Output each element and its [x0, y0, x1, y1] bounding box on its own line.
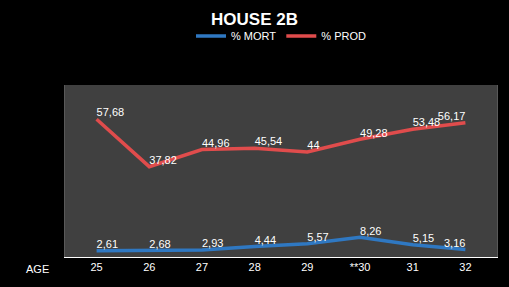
- svg-text:8,26: 8,26: [360, 225, 381, 237]
- svg-text:31: 31: [407, 261, 419, 273]
- svg-text:% MORT: % MORT: [231, 30, 276, 42]
- svg-text:49,28: 49,28: [360, 127, 388, 139]
- svg-text:HOUSE 2B: HOUSE 2B: [211, 10, 298, 29]
- svg-text:5,15: 5,15: [413, 232, 434, 244]
- svg-text:4,44: 4,44: [255, 234, 276, 246]
- svg-text:32: 32: [459, 261, 471, 273]
- svg-text:26: 26: [143, 261, 155, 273]
- svg-text:AGE: AGE: [26, 263, 49, 275]
- svg-text:28: 28: [249, 261, 261, 273]
- svg-text:% PROD: % PROD: [321, 30, 366, 42]
- svg-text:5,57: 5,57: [307, 231, 328, 243]
- svg-text:**30: **30: [350, 261, 371, 273]
- svg-text:25: 25: [90, 261, 102, 273]
- svg-text:57,68: 57,68: [97, 106, 125, 118]
- svg-text:44,96: 44,96: [202, 137, 230, 149]
- svg-text:53,48: 53,48: [413, 116, 441, 128]
- svg-text:2,61: 2,61: [97, 238, 118, 250]
- svg-text:2,93: 2,93: [202, 237, 223, 249]
- svg-text:3,16: 3,16: [444, 237, 465, 249]
- svg-text:37,82: 37,82: [149, 154, 177, 166]
- svg-text:44: 44: [307, 139, 319, 151]
- svg-text:2,68: 2,68: [149, 238, 170, 250]
- svg-text:27: 27: [196, 261, 208, 273]
- svg-text:45,54: 45,54: [255, 135, 283, 147]
- svg-text:29: 29: [301, 261, 313, 273]
- svg-text:56,17: 56,17: [438, 110, 466, 122]
